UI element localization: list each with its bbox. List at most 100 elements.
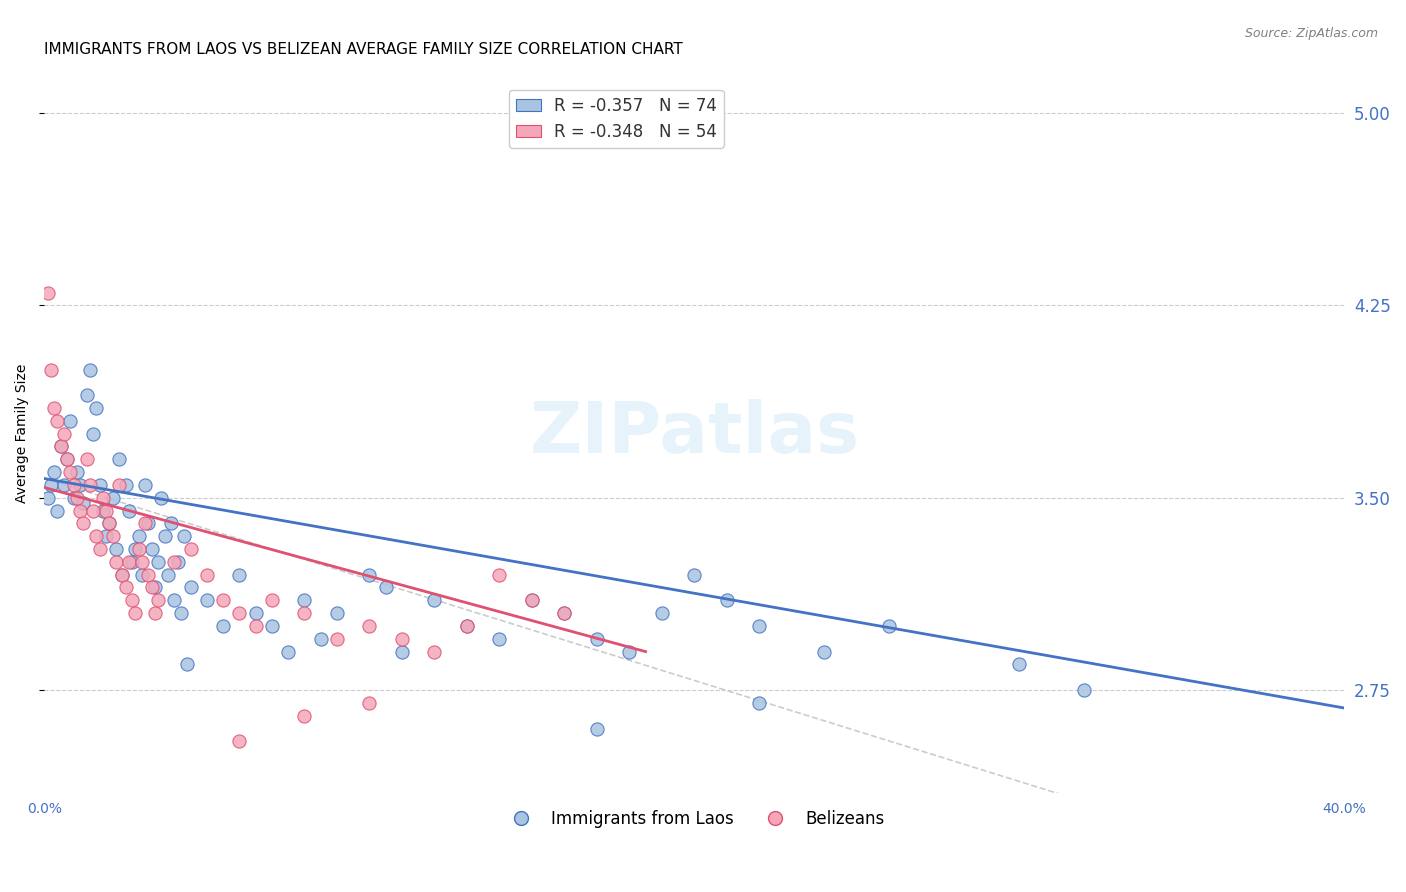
Point [128,529,150,543]
Point [91,491,114,505]
Point [245,619,267,633]
Point [98,516,121,531]
Text: ZIPatlas: ZIPatlas [529,399,859,468]
Point [228,567,250,582]
Point [111,567,134,582]
Point [1008,657,1031,672]
Point [170,606,193,620]
Point [124,606,146,620]
Point [121,593,143,607]
Point [163,555,186,569]
Point [141,581,163,595]
Point [136,567,159,582]
Legend: Immigrants from Laos, Belizeans: Immigrants from Laos, Belizeans [498,804,891,835]
Point [46,503,69,517]
Point [456,619,478,633]
Point [150,491,173,505]
Point [488,632,510,646]
Point [134,516,156,531]
Point [49,440,72,454]
Point [37,285,59,300]
Point [260,593,283,607]
Point [553,606,575,620]
Point [173,529,195,543]
Point [456,619,478,633]
Point [716,593,738,607]
Point [180,581,202,595]
Point [143,606,166,620]
Point [111,567,134,582]
Point [101,529,124,543]
Text: Source: ZipAtlas.com: Source: ZipAtlas.com [1244,27,1378,40]
Point [62,491,84,505]
Point [359,619,381,633]
Point [212,619,235,633]
Point [131,567,153,582]
Point [108,452,131,467]
Point [134,478,156,492]
Point [62,478,84,492]
Point [69,503,91,517]
Point [292,708,315,723]
Point [423,645,446,659]
Point [101,491,124,505]
Point [124,542,146,557]
Point [84,529,107,543]
Point [813,645,835,659]
Point [98,516,121,531]
Point [146,555,169,569]
Point [391,632,413,646]
Point [66,491,89,505]
Point [195,567,218,582]
Point [37,491,59,505]
Point [66,465,89,479]
Point [141,542,163,557]
Point [118,555,141,569]
Point [46,414,69,428]
Point [228,734,250,748]
Point [59,465,82,479]
Point [56,452,79,467]
Point [585,632,607,646]
Point [245,606,267,620]
Point [326,632,349,646]
Point [42,465,65,479]
Point [260,619,283,633]
Point [292,593,315,607]
Point [277,645,299,659]
Point [309,632,332,646]
Point [136,516,159,531]
Point [59,414,82,428]
Point [163,593,186,607]
Point [39,478,62,492]
Point [176,657,198,672]
Text: IMMIGRANTS FROM LAOS VS BELIZEAN AVERAGE FAMILY SIZE CORRELATION CHART: IMMIGRANTS FROM LAOS VS BELIZEAN AVERAGE… [44,42,683,57]
Point [651,606,673,620]
Point [39,362,62,376]
Point [89,478,111,492]
Point [553,606,575,620]
Point [79,478,101,492]
Point [104,542,127,557]
Point [94,529,117,543]
Point [76,388,98,402]
Point [520,593,543,607]
Point [146,593,169,607]
Point [42,401,65,415]
Point [104,555,127,569]
Point [49,440,72,454]
Point [520,593,543,607]
Point [228,606,250,620]
Point [79,362,101,376]
Point [56,452,79,467]
Point [121,555,143,569]
Point [52,478,75,492]
Point [128,542,150,557]
Point [748,619,770,633]
Point [391,645,413,659]
Point [89,542,111,557]
Point [114,478,136,492]
Point [359,567,381,582]
Point [748,696,770,710]
Point [108,478,131,492]
